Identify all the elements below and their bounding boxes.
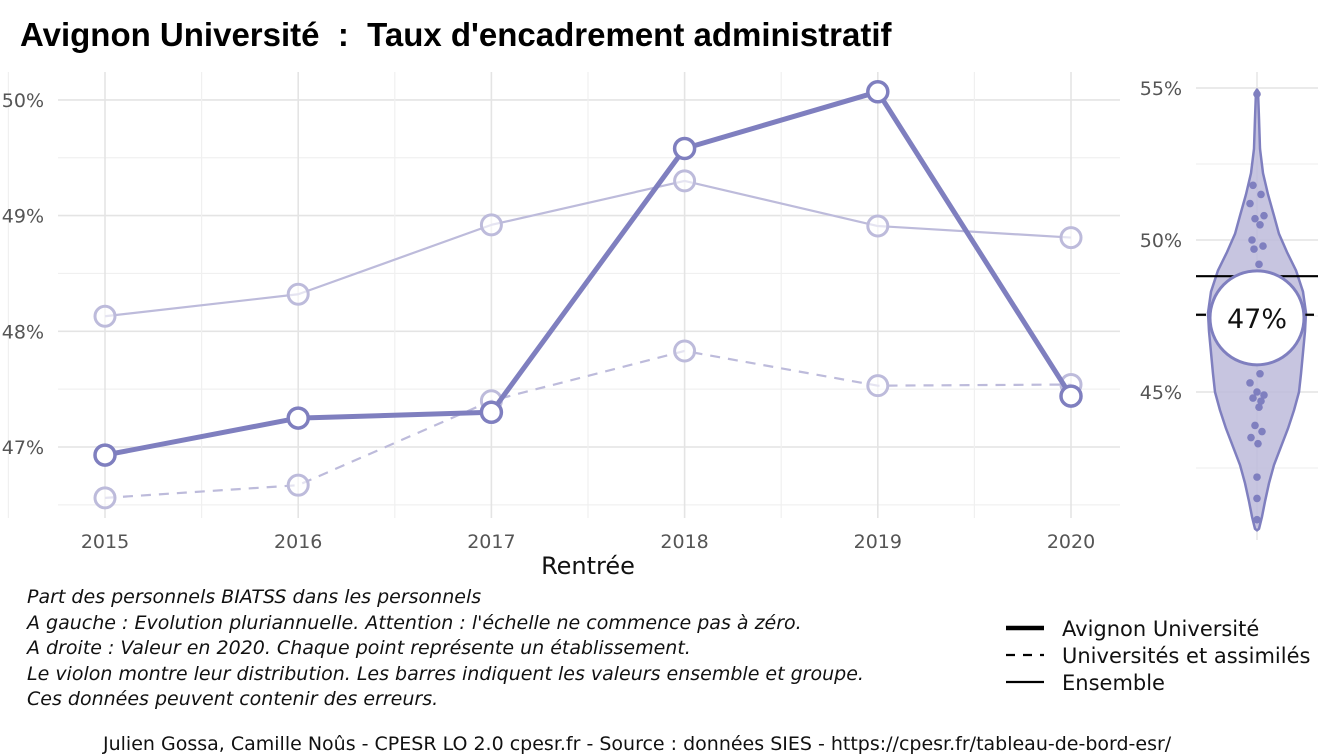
y-tick-label: 50% [2, 90, 44, 112]
chart-title: Avignon Université : Taux d'encadrement … [20, 16, 892, 53]
violin-point [1248, 236, 1256, 244]
note-line: Ces données peuvent contenir des erreurs… [27, 688, 439, 710]
x-tick-label: 2015 [81, 531, 129, 553]
data-point [286, 406, 310, 430]
violin-point [1258, 427, 1266, 436]
violin-point [1255, 260, 1263, 269]
violin-point [1249, 394, 1257, 402]
data-point [866, 80, 890, 104]
legend-label: Universités et assimilés [1062, 644, 1310, 668]
data-point [672, 136, 697, 161]
data-point [1059, 226, 1083, 250]
data-point [1059, 384, 1083, 408]
violin-point [1253, 90, 1261, 98]
violin-point [1254, 439, 1262, 448]
data-point [286, 282, 310, 306]
data-point [93, 443, 117, 467]
line-chart-series [93, 80, 1083, 510]
violin-point [1246, 199, 1254, 208]
violin-point [1253, 494, 1261, 503]
x-tick-label: 2020 [1047, 531, 1095, 553]
source-caption: Julien Gossa, Camille Noûs - CPESR LO 2.… [103, 733, 1172, 755]
note-line: Le violon montre leur distribution. Les … [27, 662, 864, 685]
violin-point [1259, 242, 1267, 250]
highlight-label: 47% [1227, 304, 1287, 335]
series-line-0 [104, 89, 1074, 458]
violin-point [1256, 221, 1264, 229]
y-tick-label: 48% [2, 321, 44, 343]
legend-label: Ensemble [1062, 671, 1165, 695]
chart-notes: Part des personnels BIATSS dans les pers… [27, 585, 864, 713]
violin-point [1253, 388, 1261, 396]
violin-point [1253, 515, 1261, 524]
data-point [479, 400, 504, 425]
violin-point [1249, 181, 1257, 190]
violin-point [1251, 214, 1259, 223]
data-point [673, 339, 697, 363]
violin-point [1250, 245, 1258, 253]
note-line: Part des personnels BIATSS dans les pers… [27, 586, 482, 608]
violin-point [1246, 379, 1254, 387]
legend-label: Avignon Université [1062, 617, 1259, 641]
y-tick-label: 45% [1140, 382, 1182, 404]
line-chart-grid [7, 72, 1120, 518]
series-line-2 [104, 179, 1072, 318]
data-point [479, 213, 503, 237]
line-chart-axes: 47% 48% 49% 50% 2015 2016 2017 2018 2019 2020 Rent… [2, 90, 1095, 580]
highlight-bubble [1208, 269, 1306, 367]
y-tick-label: 49% [2, 206, 44, 228]
note-line: A droite : Valeur en 2020. Chaque point … [27, 637, 691, 659]
violin-point [1257, 190, 1265, 199]
violin-point [1257, 397, 1265, 405]
data-point [93, 304, 117, 328]
violin-point [1260, 391, 1268, 399]
x-tick-label: 2019 [854, 531, 902, 553]
data-point [866, 214, 890, 238]
y-tick-label: 55% [1140, 78, 1182, 100]
data-point [93, 486, 117, 510]
violin-axes: 45% 50% 55% [1140, 78, 1182, 404]
violin-point [1253, 473, 1261, 481]
series-line-1 [104, 349, 1072, 500]
violin-point [1255, 403, 1263, 412]
y-tick-label: 50% [1140, 230, 1182, 252]
data-point [673, 169, 697, 193]
legend: Avignon Université Universités et assimil… [1006, 617, 1310, 695]
violin-point [1256, 369, 1264, 378]
data-point [866, 374, 890, 398]
x-tick-label: 2017 [467, 531, 515, 553]
x-tick-label: 2018 [660, 531, 708, 553]
data-point [286, 473, 310, 497]
violin-point [1260, 211, 1268, 220]
x-tick-label: 2016 [274, 531, 322, 553]
x-axis-title: Rentrée [541, 552, 635, 580]
note-line: A gauche : Evolution pluriannuelle. Atte… [27, 611, 802, 634]
y-tick-label: 47% [2, 437, 44, 459]
violin-plot: 47% [1196, 88, 1318, 532]
violin-point [1251, 421, 1259, 430]
violin-point [1247, 433, 1255, 442]
